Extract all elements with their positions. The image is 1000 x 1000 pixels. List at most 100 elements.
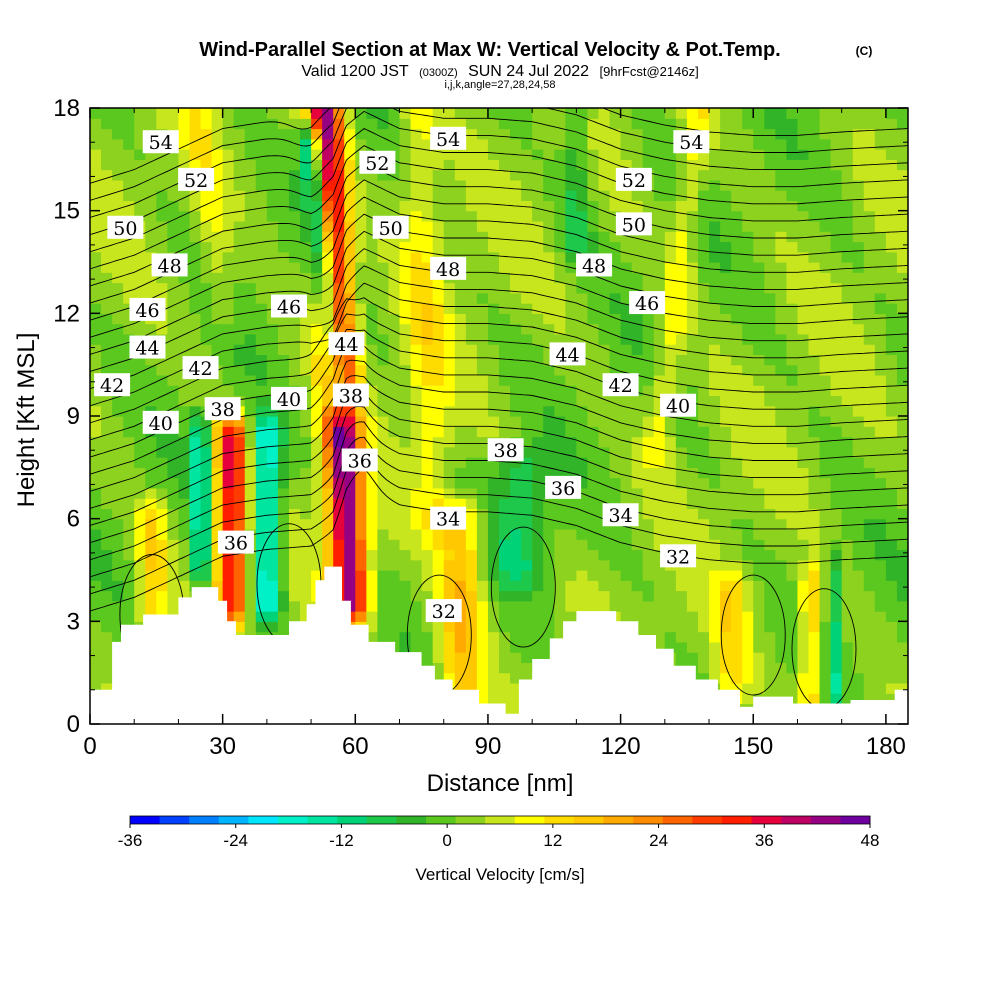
- velocity-cell-4067: [874, 159, 887, 171]
- velocity-cell-4065: [852, 159, 865, 171]
- velocity-cell-2617: [388, 354, 401, 366]
- velocity-cell-788: [620, 611, 633, 622]
- velocity-cell-3241: [742, 272, 754, 284]
- velocity-cell-875: [764, 600, 776, 612]
- velocity-cell-1739: [499, 477, 511, 489]
- velocity-cell-4320: [399, 118, 412, 130]
- velocity-cell-2728: [797, 344, 810, 355]
- velocity-cell-3647: [322, 210, 334, 222]
- velocity-cell-583: [808, 641, 821, 653]
- velocity-cell-2820: [178, 323, 191, 335]
- velocity-cell-1634: [156, 487, 168, 499]
- velocity-cell-2408: [532, 385, 544, 397]
- velocity-cell-1781: [145, 467, 157, 479]
- velocity-cell-2712: [620, 344, 633, 355]
- velocity-cell-1835: [742, 467, 754, 479]
- velocity-cell-3470: [819, 241, 832, 253]
- velocity-cell-2141: [852, 426, 865, 438]
- velocity-cell-1002: [532, 580, 544, 592]
- velocity-cell-2399: [432, 385, 445, 397]
- velocity-cell-3838: [797, 190, 810, 201]
- velocity-cell-3236: [686, 272, 699, 284]
- contour-label-text: 34: [436, 509, 460, 531]
- velocity-cell-1646: [288, 487, 301, 499]
- velocity-cell-2065: [830, 436, 843, 448]
- velocity-cell-1267: [189, 539, 202, 551]
- velocity-cell-1556: [112, 498, 124, 509]
- velocity-cell-3740: [532, 200, 544, 212]
- velocity-cell-403: [454, 662, 467, 674]
- velocity-cell-1170: [753, 559, 765, 571]
- velocity-cell-1663: [476, 487, 489, 499]
- velocity-cell-2178: [443, 416, 456, 427]
- velocity-cell-3500: [333, 231, 345, 243]
- velocity-cell-3785: [211, 190, 224, 201]
- velocity-cell-1177: [830, 559, 843, 571]
- velocity-cell-3773: [896, 200, 908, 212]
- velocity-cell-2629: [521, 354, 533, 366]
- velocity-cell-1565: [211, 498, 224, 509]
- velocity-cell-1135: [366, 559, 378, 571]
- velocity-cell-4371: [145, 108, 157, 119]
- velocity-cell-4078: [178, 149, 191, 160]
- velocity-cell-1980: [709, 446, 721, 458]
- velocity-cell-2536: [311, 364, 323, 376]
- velocity-cell-2068: [863, 436, 876, 448]
- velocity-cell-3730: [421, 200, 434, 212]
- velocity-cell-1968: [576, 446, 589, 458]
- velocity-cell-1859: [189, 457, 202, 468]
- velocity-cell-3922: [90, 169, 102, 181]
- velocity-cell-2608: [288, 354, 301, 366]
- velocity-cell-922: [465, 590, 478, 602]
- velocity-cell-3026: [819, 303, 832, 314]
- velocity-cell-576: [731, 641, 743, 653]
- velocity-cell-3846: [885, 190, 898, 201]
- velocity-cell-973: [211, 580, 224, 592]
- velocity-cell-888: [90, 590, 102, 602]
- velocity-cell-1836: [753, 467, 765, 479]
- velocity-cell-2485: [565, 374, 577, 386]
- velocity-cell-3116: [178, 282, 191, 294]
- velocity-cell-2990: [421, 303, 434, 314]
- velocity-cell-361: [808, 672, 821, 684]
- velocity-cell-2199: [675, 416, 688, 427]
- velocity-cell-3187: [145, 272, 157, 284]
- velocity-cell-792: [664, 611, 677, 622]
- velocity-cell-4362: [863, 118, 876, 130]
- velocity-cell-2649: [742, 354, 754, 366]
- velocity-cell-285: [786, 682, 799, 694]
- velocity-cell-3667: [543, 210, 555, 222]
- contour-label-box: [151, 253, 188, 277]
- velocity-cell-3940: [288, 169, 301, 181]
- velocity-cell-3420: [266, 241, 279, 253]
- velocity-cell-623: [432, 631, 445, 643]
- velocity-cell-3548: [863, 231, 876, 243]
- velocity-cell-1484: [134, 508, 146, 520]
- velocity-cell-3406: [112, 241, 124, 253]
- velocity-cell-207: [742, 693, 754, 705]
- velocity-cell-956: [841, 590, 854, 602]
- velocity-cell-2555: [521, 364, 533, 376]
- velocity-cell-1305: [609, 539, 622, 551]
- velocity-cell-1176: [819, 559, 832, 571]
- velocity-cell-2560: [576, 364, 589, 376]
- velocity-cell-4156: [222, 138, 235, 150]
- velocity-cell-2983: [344, 303, 356, 314]
- velocity-cell-2690: [377, 344, 390, 355]
- velocity-cell-1112: [112, 559, 124, 571]
- velocity-cell-2499: [720, 374, 732, 386]
- velocity-cell-1376: [576, 528, 589, 540]
- velocity-cell-1733: [432, 477, 445, 489]
- velocity-cell-4263: [587, 128, 600, 140]
- velocity-cell-3171: [786, 282, 799, 294]
- velocity-cell-4105: [476, 149, 489, 160]
- velocity-cell-2252: [443, 405, 456, 417]
- velocity-cell-2689: [366, 344, 378, 355]
- velocity-cell-2053: [697, 436, 710, 448]
- velocity-cell-3322: [819, 262, 832, 273]
- velocity-cell-289: [830, 682, 843, 694]
- velocity-cell-2133: [764, 426, 776, 438]
- velocity-cell-3571: [300, 220, 312, 232]
- velocity-cell-585: [830, 641, 843, 653]
- velocity-cell-1902: [664, 457, 677, 468]
